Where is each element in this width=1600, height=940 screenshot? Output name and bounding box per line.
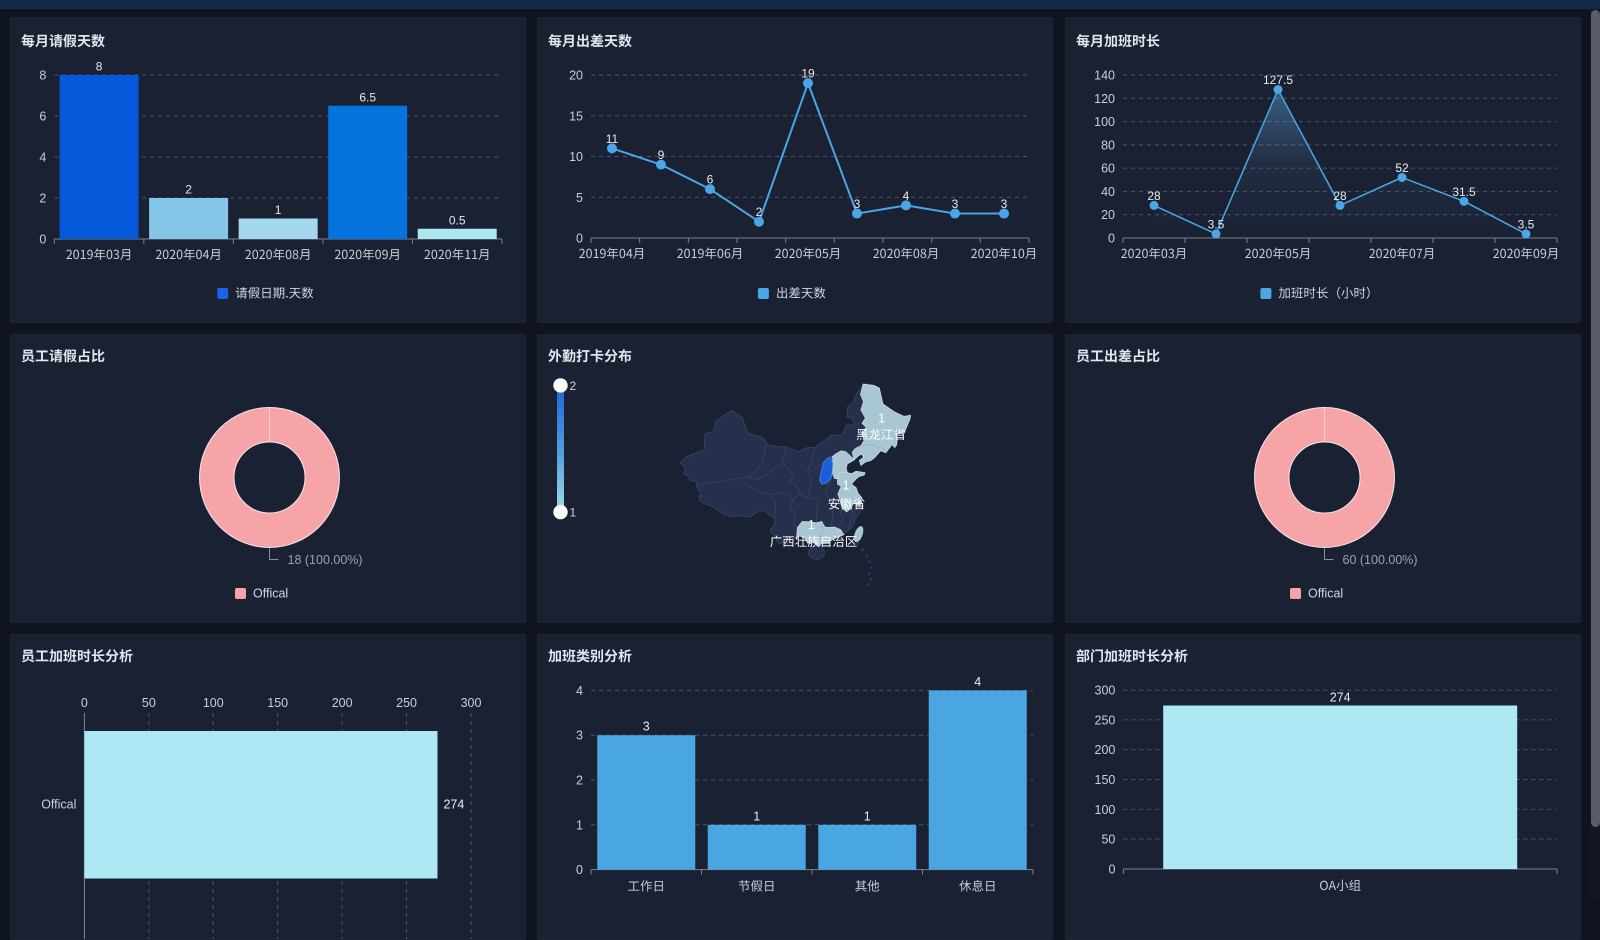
svg-text:Offical: Offical — [253, 587, 288, 601]
svg-text:3: 3 — [1001, 197, 1008, 211]
svg-text:10: 10 — [569, 150, 583, 164]
svg-text:1: 1 — [576, 818, 583, 832]
svg-text:3: 3 — [576, 729, 583, 743]
svg-text:9: 9 — [658, 148, 665, 162]
svg-text:140: 140 — [1094, 69, 1115, 83]
svg-text:50: 50 — [1101, 833, 1115, 847]
svg-text:274: 274 — [443, 798, 464, 812]
svg-text:3: 3 — [952, 197, 959, 211]
svg-text:4: 4 — [903, 189, 910, 203]
svg-text:2: 2 — [185, 183, 192, 197]
svg-text:20: 20 — [569, 69, 583, 83]
svg-text:40: 40 — [1101, 185, 1115, 199]
svg-text:52: 52 — [1395, 161, 1409, 175]
svg-text:0.5: 0.5 — [449, 213, 466, 227]
svg-text:3: 3 — [854, 197, 861, 211]
svg-text:2: 2 — [576, 774, 583, 788]
svg-text:31.5: 31.5 — [1452, 185, 1476, 199]
svg-text:20: 20 — [1101, 208, 1115, 222]
svg-text:0: 0 — [576, 232, 583, 246]
svg-text:1: 1 — [808, 518, 815, 532]
svg-text:300: 300 — [461, 696, 482, 710]
svg-text:8: 8 — [96, 60, 103, 74]
svg-text:300: 300 — [1095, 684, 1116, 698]
svg-text:0: 0 — [39, 233, 46, 247]
svg-text:1: 1 — [878, 412, 885, 426]
svg-text:0: 0 — [1108, 232, 1115, 246]
svg-text:0: 0 — [1108, 863, 1115, 877]
svg-text:2: 2 — [570, 379, 577, 393]
svg-text:15: 15 — [569, 109, 583, 123]
svg-text:0: 0 — [576, 863, 583, 877]
svg-text:2: 2 — [39, 192, 46, 206]
svg-text:2: 2 — [756, 205, 763, 219]
svg-text:120: 120 — [1094, 92, 1115, 106]
svg-text:3.5: 3.5 — [1208, 217, 1225, 231]
svg-text:100: 100 — [1095, 803, 1116, 817]
svg-text:1: 1 — [843, 479, 850, 493]
svg-text:3.5: 3.5 — [1518, 217, 1535, 231]
svg-text:18 (100.00%): 18 (100.00%) — [288, 553, 363, 567]
svg-text:1: 1 — [753, 809, 760, 823]
svg-text:Offical: Offical — [1308, 587, 1343, 601]
svg-text:28: 28 — [1147, 189, 1161, 203]
svg-text:19: 19 — [801, 67, 815, 81]
svg-text:6: 6 — [39, 110, 46, 124]
svg-text:28: 28 — [1333, 189, 1347, 203]
svg-text:200: 200 — [1095, 743, 1116, 757]
svg-text:150: 150 — [1095, 773, 1116, 787]
svg-text:0: 0 — [81, 696, 88, 710]
svg-text:60 (100.00%): 60 (100.00%) — [1343, 553, 1418, 567]
svg-text:5: 5 — [576, 191, 583, 205]
svg-text:6: 6 — [707, 173, 714, 187]
svg-text:1: 1 — [275, 203, 282, 217]
svg-text:1: 1 — [864, 809, 871, 823]
svg-text:3: 3 — [643, 720, 650, 734]
svg-text:1: 1 — [570, 506, 577, 520]
svg-text:4: 4 — [974, 675, 981, 689]
svg-text:6.5: 6.5 — [359, 90, 376, 104]
svg-text:127.5: 127.5 — [1263, 73, 1293, 87]
svg-text:250: 250 — [1095, 713, 1116, 727]
svg-text:4: 4 — [39, 151, 46, 165]
svg-text:100: 100 — [1094, 115, 1115, 129]
svg-text:11: 11 — [606, 132, 619, 146]
svg-text:150: 150 — [267, 696, 288, 710]
svg-text:100: 100 — [203, 696, 224, 710]
svg-text:274: 274 — [1330, 691, 1351, 705]
svg-text:8: 8 — [39, 69, 46, 83]
svg-text:50: 50 — [142, 696, 156, 710]
svg-text:Offical: Offical — [41, 798, 76, 812]
svg-text:4: 4 — [576, 684, 583, 698]
svg-text:60: 60 — [1101, 162, 1115, 176]
svg-text:250: 250 — [396, 696, 417, 710]
svg-text:200: 200 — [332, 696, 353, 710]
svg-text:80: 80 — [1101, 138, 1115, 152]
